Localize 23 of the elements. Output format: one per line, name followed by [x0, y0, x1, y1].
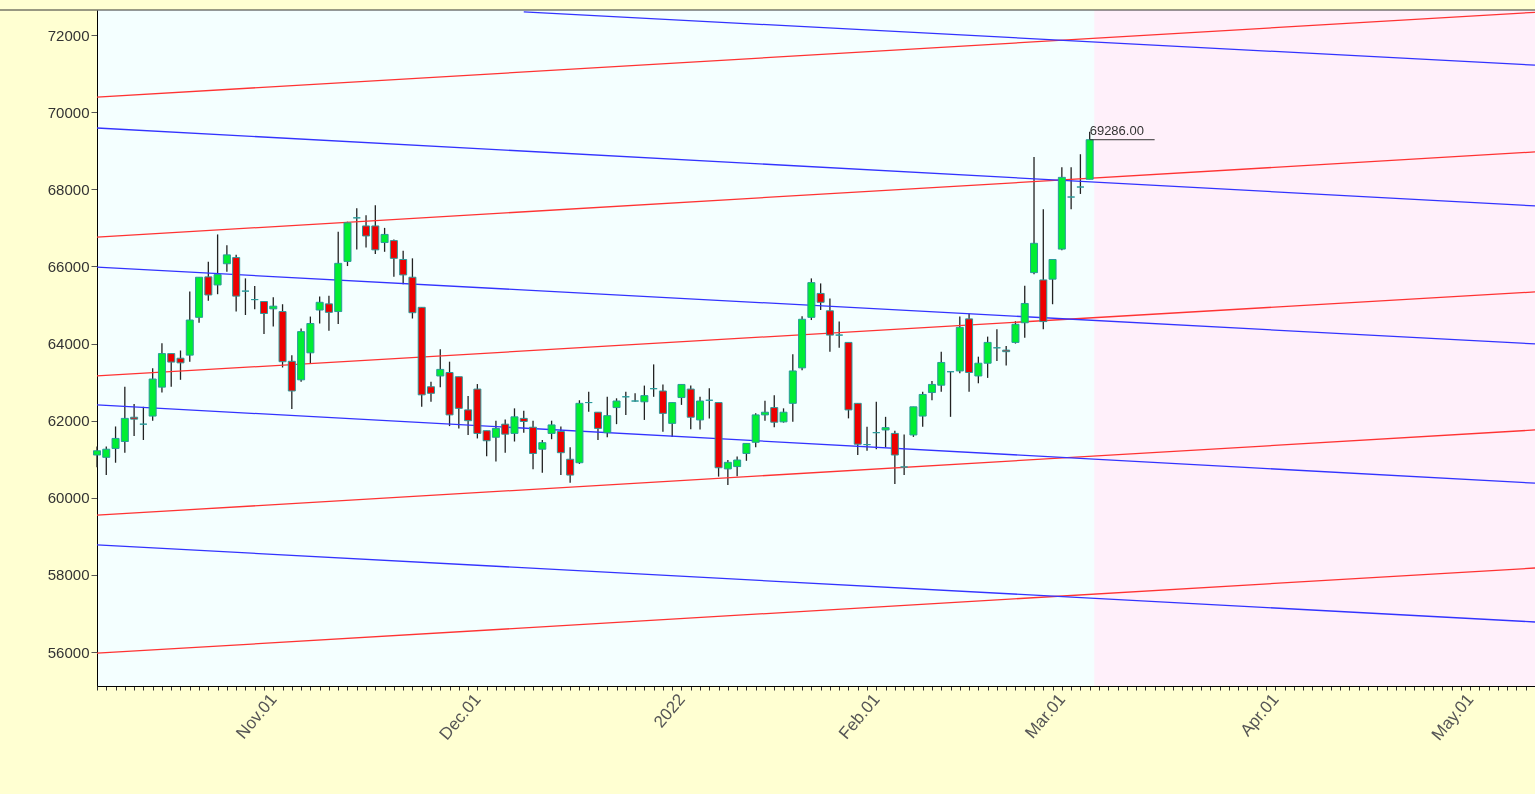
y-tick-label: 66000	[47, 257, 90, 275]
y-tick-label: 60000	[47, 489, 90, 507]
candlestick	[612, 397, 621, 425]
candlestick	[890, 430, 899, 485]
candlestick	[835, 320, 844, 349]
candlestick	[241, 277, 250, 316]
y-tick-label: 56000	[47, 643, 90, 661]
candlestick	[352, 207, 361, 251]
candlestick	[881, 416, 890, 448]
candlestick	[1002, 345, 1011, 367]
candlestick	[1020, 285, 1029, 339]
annotation: 69286.00	[1089, 122, 1144, 138]
candlestick	[1011, 320, 1020, 345]
y-tick-label: 58000	[47, 566, 90, 584]
y-tick-label: 70000	[47, 103, 90, 121]
y-tick-label: 68000	[47, 180, 90, 198]
candlestick	[1076, 153, 1085, 195]
candlestick	[1067, 166, 1076, 211]
y-tick-label: 62000	[47, 412, 90, 430]
y-tick-label: 64000	[47, 335, 90, 353]
y-tick-label: 72000	[47, 26, 90, 44]
candlestick	[399, 249, 408, 285]
candlestick	[900, 433, 909, 476]
